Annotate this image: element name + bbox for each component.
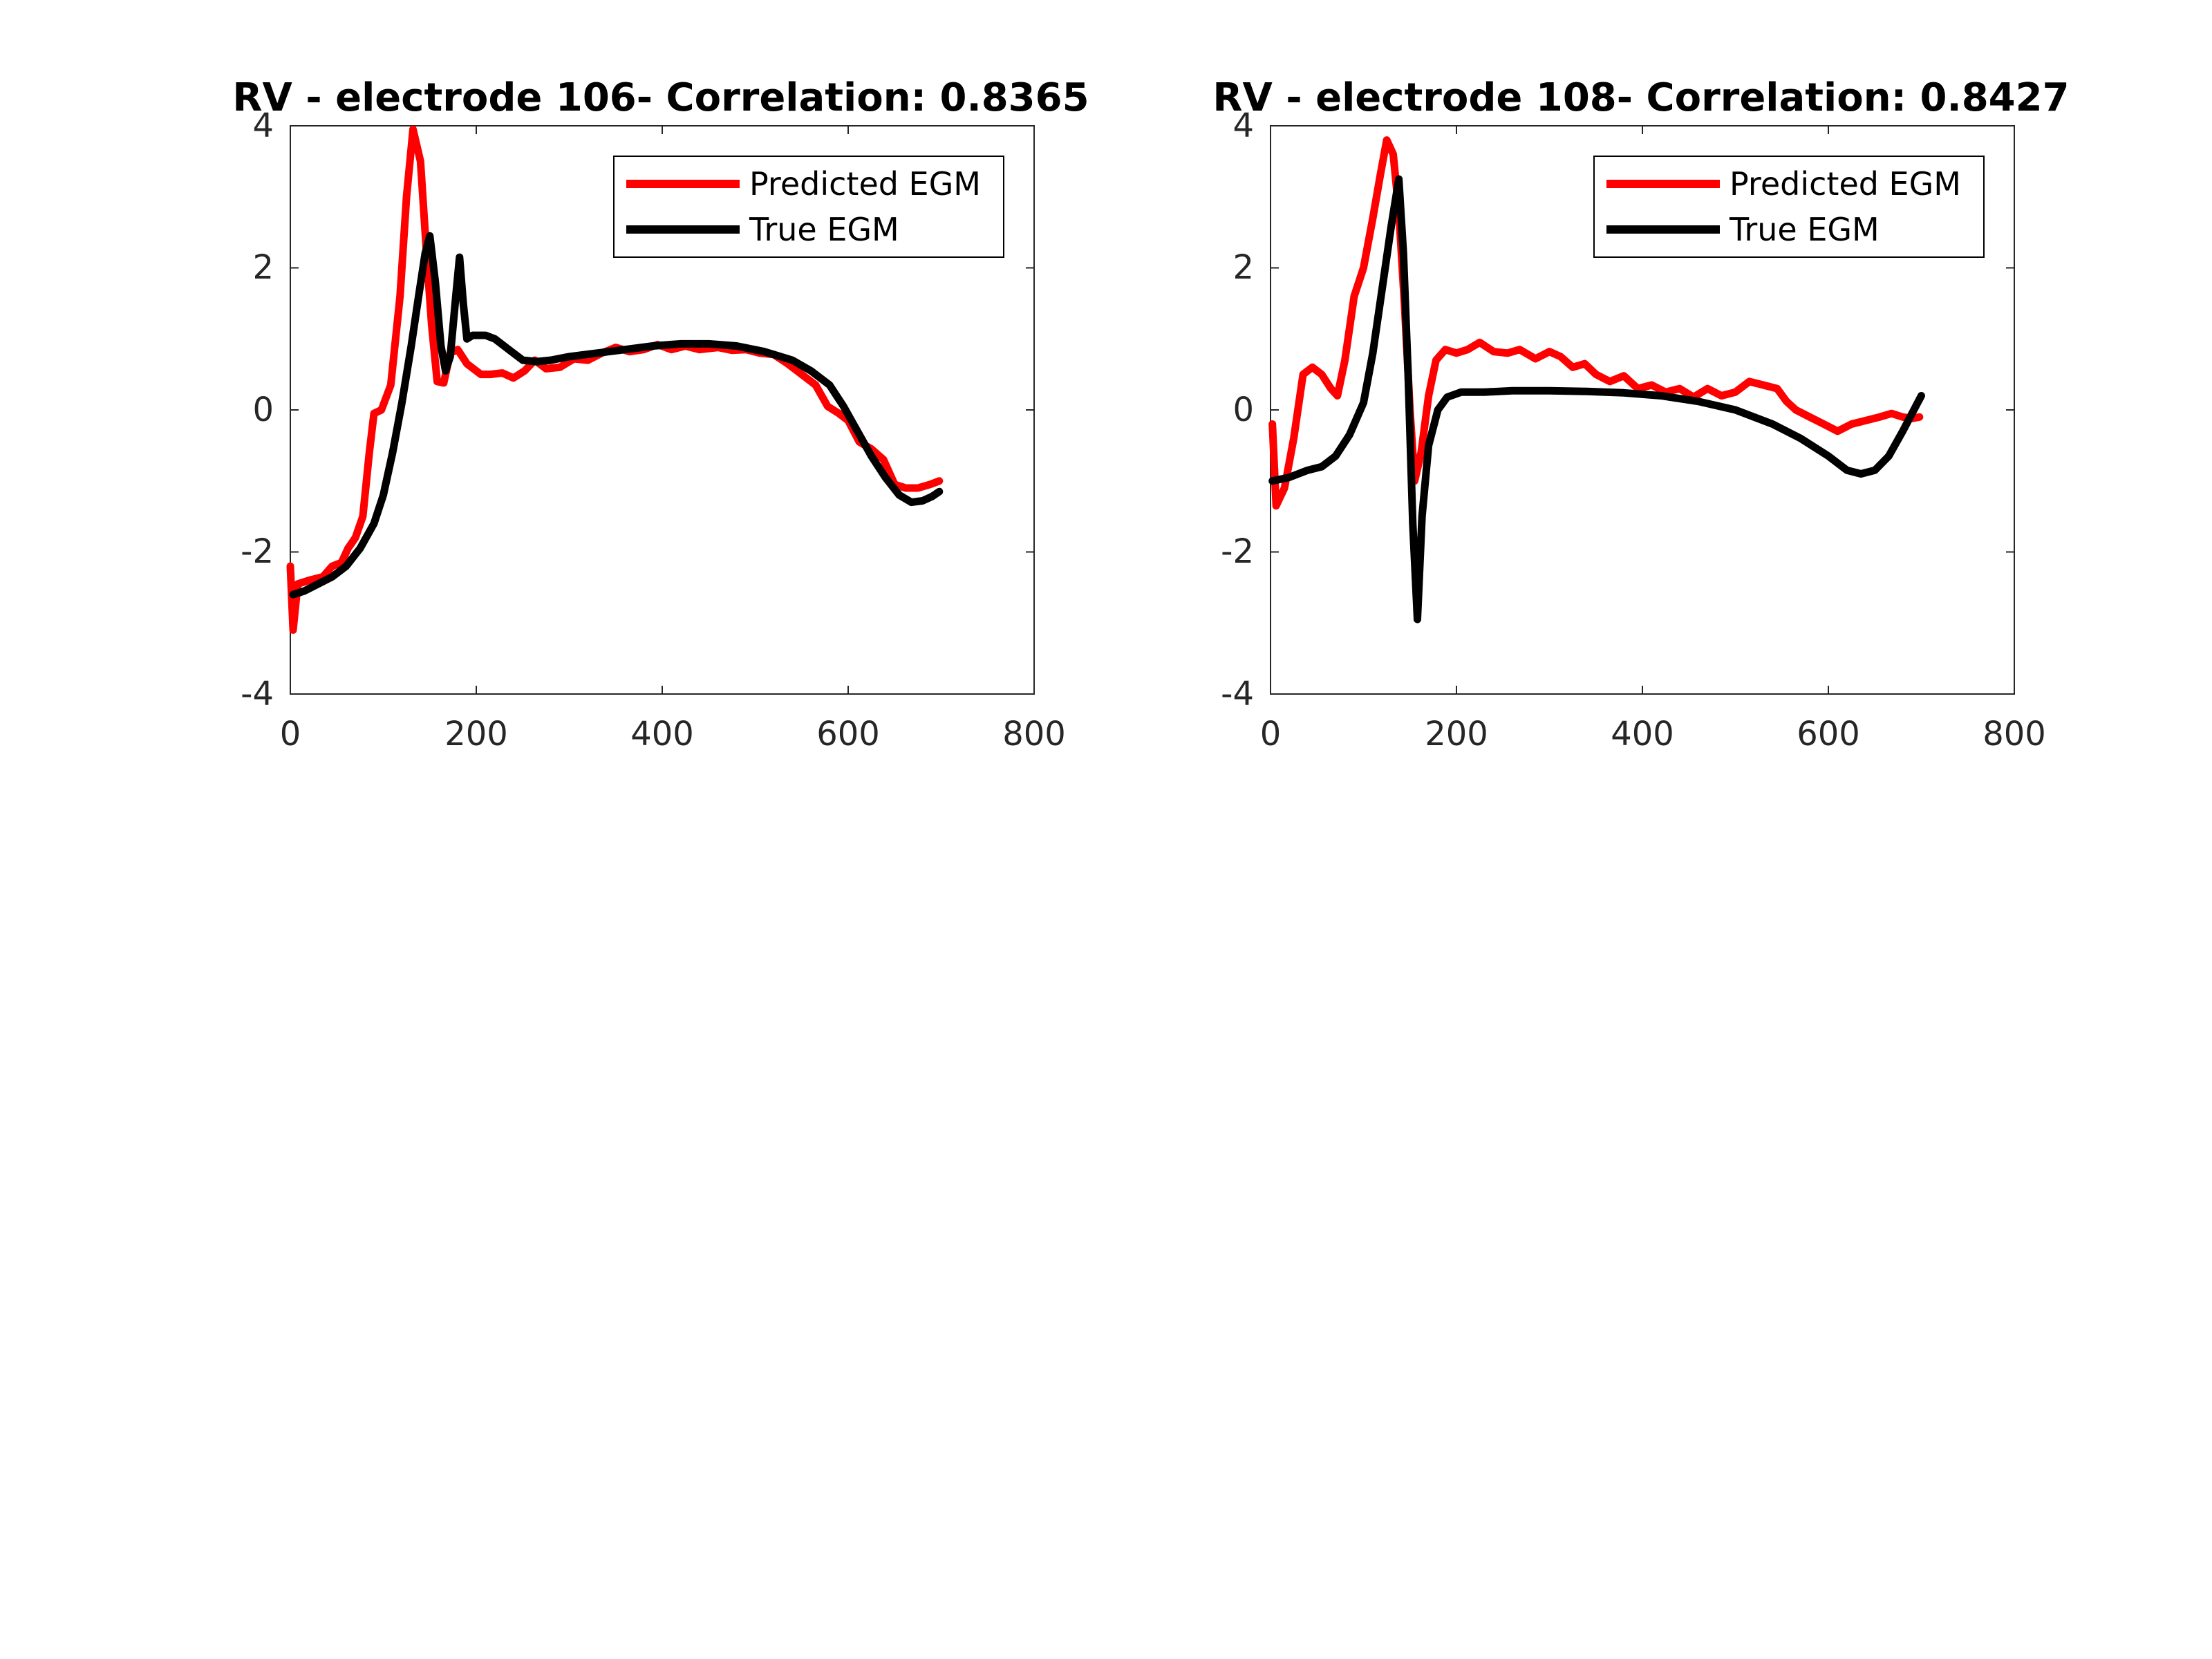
y-tick-label: -4 (241, 675, 274, 713)
x-tick-label: 0 (1260, 715, 1282, 753)
y-tick-label: 0 (252, 391, 274, 429)
series-layer (1268, 136, 1925, 624)
legend-box (613, 156, 1004, 258)
x-tick-label: 600 (816, 715, 880, 753)
y-tick-label: -4 (1221, 675, 1254, 713)
y-tick-label: 4 (1232, 106, 1254, 145)
y-tick-label: 4 (252, 106, 274, 145)
legend: Predicted EGM True EGM (613, 156, 1004, 258)
series-line-predicted-egm (1268, 136, 1924, 510)
legend: Predicted EGM True EGM (1593, 156, 1985, 258)
tick-marks (1270, 125, 2015, 695)
y-axis: -4 -2 0 2 4 (1221, 106, 1254, 713)
y-axis: -4 -2 0 2 4 (241, 106, 274, 713)
legend-box (1593, 156, 1985, 258)
x-tick-label: 800 (1983, 715, 2046, 753)
legend-label-true: True EGM (749, 211, 899, 248)
y-tick-label: -2 (1221, 532, 1254, 571)
legend-label-true: True EGM (1729, 211, 1880, 248)
chart-panel-electrode-108: RV - electrode 108- Correlation: 0.8427 … (1212, 75, 2069, 753)
x-tick-label: 0 (280, 715, 301, 753)
chart-panel-electrode-106: RV - electrode 106- Correlation: 0.8365 … (232, 75, 1089, 753)
legend-label-predicted: Predicted EGM (749, 165, 981, 203)
chart-title: RV - electrode 108- Correlation: 0.8427 (1212, 75, 2069, 120)
y-tick-label: 2 (1232, 248, 1254, 287)
series-line-true-egm (1268, 175, 1925, 624)
x-tick-label: 400 (1611, 715, 1674, 753)
series-layer (286, 125, 944, 634)
x-axis: 0 200 400 600 800 (1260, 715, 2046, 753)
series-line-true-egm (289, 232, 944, 599)
x-tick-label: 200 (1425, 715, 1488, 753)
x-tick-label: 800 (1002, 715, 1066, 753)
x-axis: 0 200 400 600 800 (280, 715, 1066, 753)
y-tick-label: 0 (1232, 391, 1254, 429)
y-tick-label: -2 (241, 532, 274, 571)
tick-marks (290, 125, 1035, 695)
x-tick-label: 600 (1797, 715, 1860, 753)
x-tick-label: 200 (444, 715, 508, 753)
legend-label-predicted: Predicted EGM (1730, 165, 1961, 203)
chart-title: RV - electrode 106- Correlation: 0.8365 (232, 75, 1089, 120)
x-tick-label: 400 (630, 715, 694, 753)
y-tick-label: 2 (252, 248, 274, 287)
